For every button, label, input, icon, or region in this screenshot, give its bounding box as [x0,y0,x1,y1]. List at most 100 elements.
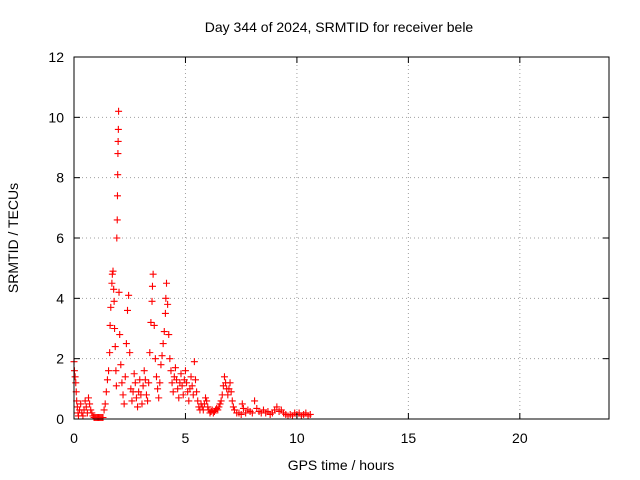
data-point [181,367,189,375]
data-point [81,397,89,405]
data-point [306,410,314,418]
data-point [216,400,224,408]
data-point [109,267,117,275]
data-point [189,391,197,399]
data-point [86,400,94,408]
data-point [155,394,163,402]
data-point [152,373,160,381]
y-tick-label: 2 [56,351,64,367]
data-point [106,349,114,357]
data-point [72,379,80,387]
data-point [188,382,196,390]
data-point [217,397,225,405]
data-point [202,394,210,402]
data-point [163,279,171,287]
data-point [114,125,122,133]
data-point [168,379,176,387]
data-point [185,397,193,405]
data-point [238,400,246,408]
data-point [139,382,147,390]
data-point [110,285,118,293]
data-point [144,397,152,405]
data-point [146,349,154,357]
data-point [111,343,119,351]
data-point [220,373,228,381]
data-point [88,409,96,417]
data-point [174,385,182,393]
data-point [114,171,122,179]
data-point [178,382,186,390]
data-point [101,400,109,408]
data-point [84,394,92,402]
y-axis-label: SRMTID / TECUs [5,183,21,293]
data-point [99,413,107,421]
data-point [190,358,198,366]
data-point [226,379,234,387]
data-point [134,403,142,411]
data-point [160,328,168,336]
x-tick-label: 15 [401,430,417,446]
data-point [113,216,121,224]
y-tick-label: 10 [48,109,64,125]
data-point [173,376,181,384]
data-point [204,403,212,411]
data-point [121,373,129,381]
data-point [126,349,134,357]
data-point [120,400,128,408]
data-point [82,403,90,411]
data-point [108,279,116,287]
data-point [224,391,232,399]
data-point [203,397,211,405]
data-point [187,373,195,381]
axis-ticks: 0 2 4 6 8 10 12 0 5 10 15 20 [48,49,609,446]
data-point [215,403,223,411]
data-point [119,391,127,399]
data-point [154,385,162,393]
data-point [165,331,173,339]
x-tick-label: 10 [289,430,305,446]
data-point [128,397,136,405]
data-point [117,361,125,369]
data-point [114,137,122,145]
data-point [159,340,167,348]
data-point [130,370,138,378]
data-point [248,409,256,417]
data-point [141,376,149,384]
data-point [118,379,126,387]
data-point [183,379,191,387]
data-point [116,331,124,339]
data-point [148,282,156,290]
data-point [87,406,95,414]
data-point [164,300,172,308]
data-point [171,364,179,372]
data-point [169,388,177,396]
y-tick-label: 0 [56,411,64,427]
data-point [227,388,235,396]
data-point [131,379,139,387]
data-point [106,321,114,329]
x-axis-label: GPS time / hours [288,457,395,473]
data-point [100,406,108,414]
data-point [161,309,169,317]
data-point [102,388,110,396]
data-point [105,367,113,375]
data-point [193,388,201,396]
data-point [77,400,85,408]
data-point [71,373,79,381]
data-point [237,410,245,418]
data-point [111,325,119,332]
data-point [150,321,158,329]
data-point [112,382,120,390]
data-point [239,404,247,412]
data-point [132,394,140,402]
grid [74,57,609,419]
data-point [273,403,281,411]
data-point [79,412,87,420]
data-point [157,361,165,369]
data-point [115,107,123,115]
y-tick-label: 8 [56,170,64,186]
data-point [112,367,120,375]
data-point [179,391,187,399]
